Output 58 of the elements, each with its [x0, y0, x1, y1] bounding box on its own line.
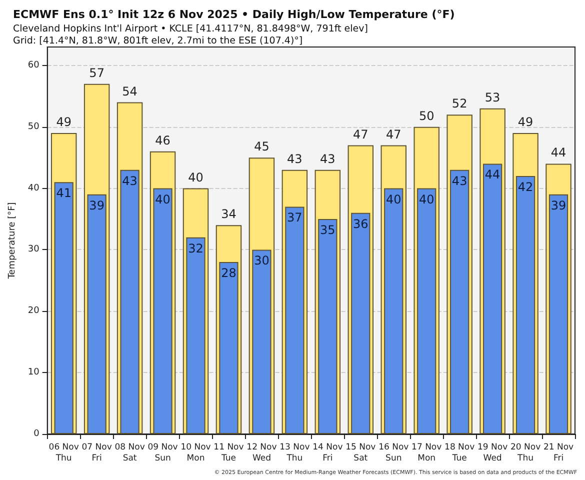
data-label: 41: [56, 186, 72, 200]
x-tick-label: 07 Nov Fri: [82, 442, 112, 464]
x-tick-label: 08 Nov Sat: [114, 442, 145, 464]
y-axis-title: Temperature [°F]: [8, 202, 18, 280]
data-label: 43: [287, 152, 302, 166]
data-label: 52: [452, 96, 468, 111]
data-label: 49: [518, 115, 534, 129]
data-label: 50: [418, 108, 434, 123]
data-label: 44: [484, 168, 500, 182]
data-label: 40: [188, 170, 204, 184]
data-label: 49: [56, 115, 72, 129]
chart-subtitle: Cleveland Hopkins Int'l Airport • KCLE [41.4117°N, 81.8498°W, 791ft elev] Grid: [41.4°N, 81.8°W, 801ft elev, 2.7mi to the ESE (107.4)°]: [13, 24, 368, 46]
data-label: 40: [418, 192, 434, 206]
data-label: 32: [188, 241, 204, 256]
data-label: 40: [386, 192, 402, 206]
y-tick-label: 30: [28, 244, 40, 255]
data-label: 43: [320, 152, 336, 166]
y-tick-label: 40: [28, 183, 40, 194]
x-tick-label: 14 Nov Fri: [312, 442, 343, 464]
x-tick-label: 17 Nov Mon: [412, 442, 442, 464]
x-tick-label: 20 Nov Thu: [510, 442, 541, 464]
data-label: 43: [452, 174, 468, 188]
data-label: 30: [254, 254, 270, 268]
data-label: 46: [155, 133, 170, 148]
x-tick-label: 10 Nov Mon: [180, 442, 211, 464]
data-label: 34: [221, 207, 236, 222]
x-tick-label: 19 Nov Wed: [478, 442, 508, 464]
data-label: 28: [221, 266, 236, 280]
x-tick-label: 12 Nov Wed: [246, 442, 277, 464]
x-tick-label: 09 Nov Sun: [148, 442, 178, 464]
y-tick-label: 20: [28, 306, 40, 316]
data-label: 39: [550, 198, 566, 212]
x-tick-label: 13 Nov Thu: [280, 442, 310, 464]
x-tick-label: 06 Nov Thu: [48, 442, 79, 464]
data-label: 40: [155, 192, 170, 206]
x-tick-label: 15 Nov Sat: [346, 442, 376, 464]
x-tick-label: 18 Nov Tue: [444, 442, 475, 464]
data-label: 54: [122, 84, 138, 98]
x-tick-label: 21 Nov Fri: [543, 442, 574, 464]
x-tick-label: 11 Nov Tue: [214, 442, 244, 464]
data-label: 36: [353, 216, 368, 231]
data-label: 37: [287, 210, 302, 225]
data-label: 47: [353, 127, 368, 142]
chart-title: ECMWF Ens 0.1° Init 12z 6 Nov 2025 • Daily High/Low Temperature (°F): [13, 8, 455, 21]
y-tick-label: 0: [34, 429, 40, 439]
data-label: 44: [550, 146, 566, 160]
data-label: 57: [89, 66, 104, 80]
data-label: 42: [518, 180, 534, 194]
data-label: 47: [386, 127, 402, 142]
y-tick-label: 10: [28, 368, 40, 378]
y-tick-label: 60: [28, 60, 40, 70]
data-label: 45: [254, 140, 270, 154]
y-tick-label: 50: [28, 122, 40, 132]
data-label: 53: [484, 90, 500, 104]
data-label: 39: [89, 198, 104, 212]
data-label: 43: [122, 174, 138, 188]
data-label: 35: [320, 223, 336, 237]
x-tick-label: 16 Nov Sun: [378, 442, 409, 464]
